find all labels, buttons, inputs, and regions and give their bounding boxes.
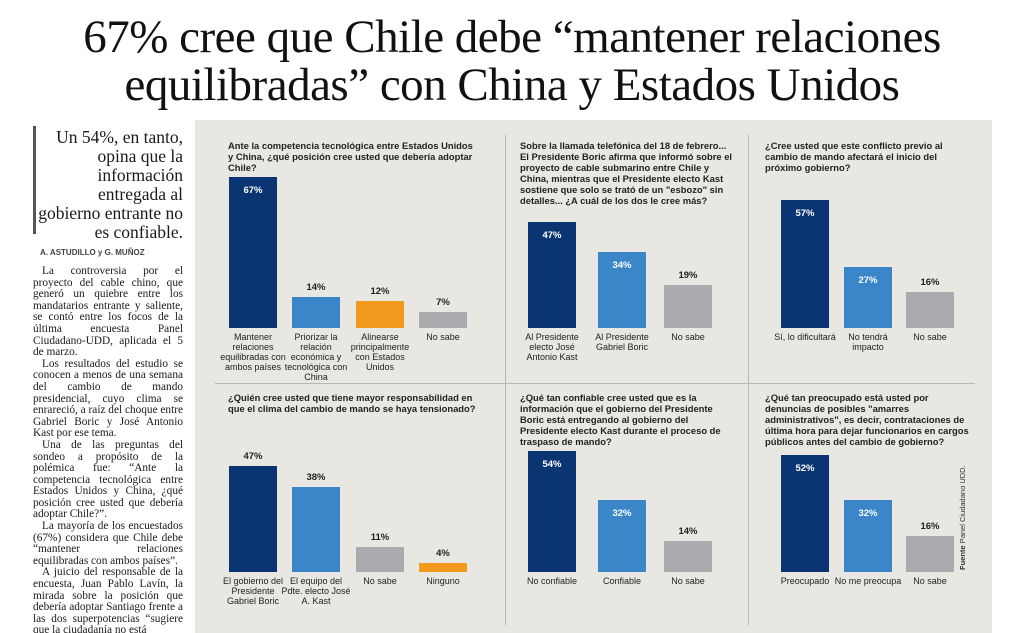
category-label: No confiable xyxy=(526,576,578,586)
category-label: Ninguno xyxy=(426,576,460,586)
value-label: 52% xyxy=(795,463,815,474)
value-label: 27% xyxy=(858,275,878,287)
value-label: 14% xyxy=(306,281,326,293)
value-label: 54% xyxy=(542,458,562,470)
bar xyxy=(781,199,829,328)
category-label: El gobierno del Presidente Gabriel Boric xyxy=(222,576,284,606)
category-label: Al Presidente Gabriel Boric xyxy=(595,332,649,352)
bar xyxy=(419,312,467,328)
category-label: No sabe xyxy=(671,332,705,342)
chart-question: ¿Cree usted que este conflicto previo al… xyxy=(765,140,943,173)
value-label: 32% xyxy=(612,508,632,519)
bar xyxy=(419,563,467,572)
category-label: Al Presidente electo José Antonio Kast xyxy=(525,332,579,362)
value-label: 7% xyxy=(436,297,450,309)
category-label: No sabe xyxy=(426,332,460,342)
value-label: 47% xyxy=(243,451,263,463)
category-label: Alinearse principalmente con Estados Uni… xyxy=(350,332,410,372)
category-label: No me preocupa xyxy=(834,576,902,586)
value-label: 67% xyxy=(243,185,263,197)
value-label: 34% xyxy=(612,259,632,271)
category-label: Priorizar la relación económica y tecnol… xyxy=(284,332,348,382)
bar xyxy=(844,267,892,328)
category-label: No tendrá impacto xyxy=(848,332,888,352)
paragraph: Los resultados del estudio se conocen a … xyxy=(33,357,183,440)
chart-question: ¿Qué tan confiable cree usted que es la … xyxy=(520,392,721,447)
dek-rule xyxy=(33,126,36,234)
chart-question: ¿Qué tan preocupado está usted por denun… xyxy=(765,392,969,447)
bar xyxy=(781,455,829,572)
category-label: No sabe xyxy=(913,576,947,586)
category-label: No sabe xyxy=(913,332,947,342)
chart-question: Sobre la llamada telefónica del 18 de fe… xyxy=(520,140,733,206)
chart-question: Ante la competencia tecnológica entre Es… xyxy=(228,140,473,173)
category-label: No sabe xyxy=(671,576,705,586)
value-label: 14% xyxy=(678,525,698,537)
bar xyxy=(664,540,712,572)
bar xyxy=(528,450,576,572)
bar xyxy=(356,547,404,572)
paragraph: La mayoría de los encuestados (67%) cons… xyxy=(33,520,183,567)
paragraph: Una de las preguntas del sondeo a propós… xyxy=(33,438,183,521)
paragraph: La controversia por el proyecto del cabl… xyxy=(33,266,183,359)
article-body: La controversia por el proyecto del cabl… xyxy=(33,266,183,633)
category-label: Mantener relaciones equilibradas con amb… xyxy=(220,332,286,372)
category-label: Sí, lo dificultará xyxy=(774,332,836,342)
value-label: 12% xyxy=(370,286,390,297)
value-label: 38% xyxy=(306,471,326,483)
separator xyxy=(748,135,749,625)
paragraph: A juicio del responsable de la encuesta,… xyxy=(33,566,183,633)
headline-line: equilibradas” con China y Estados Unidos xyxy=(124,59,900,111)
value-label: 16% xyxy=(920,521,940,532)
bar xyxy=(598,251,646,328)
category-label: Preocupado xyxy=(780,576,830,586)
value-label: 32% xyxy=(858,508,878,519)
bar xyxy=(664,285,712,328)
byline: A. ASTUDILLO y G. MUÑOZ xyxy=(40,248,145,257)
bar xyxy=(292,486,340,572)
value-label: 57% xyxy=(795,207,815,219)
bar xyxy=(598,500,646,572)
source-label: Fuente xyxy=(958,545,967,570)
bar xyxy=(528,222,576,328)
value-label: 16% xyxy=(920,277,940,288)
bar xyxy=(906,292,954,328)
value-label: 11% xyxy=(370,532,390,544)
value-label: 19% xyxy=(678,270,698,282)
category-label: No sabe xyxy=(363,576,397,586)
bar xyxy=(356,301,404,328)
bar xyxy=(906,536,954,572)
headline-line: 67% cree que Chile debe “mantener relaci… xyxy=(83,11,941,63)
value-label: 4% xyxy=(436,548,450,559)
dek: Un 54%, en tanto, opina que la informaci… xyxy=(38,127,183,242)
bar xyxy=(229,466,277,572)
chart-question: ¿Quién cree usted que tiene mayor respon… xyxy=(228,392,476,414)
bar xyxy=(229,177,277,328)
category-label: El equipo del Pdte. electo José A. Kast xyxy=(281,576,351,606)
source: Fuente Panel Ciudadano UDD. xyxy=(958,465,967,570)
bar xyxy=(844,500,892,572)
separator xyxy=(215,383,975,384)
category-label: Confiable xyxy=(602,576,642,586)
separator xyxy=(505,135,506,625)
bar xyxy=(292,296,340,328)
value-label: 47% xyxy=(542,230,562,242)
